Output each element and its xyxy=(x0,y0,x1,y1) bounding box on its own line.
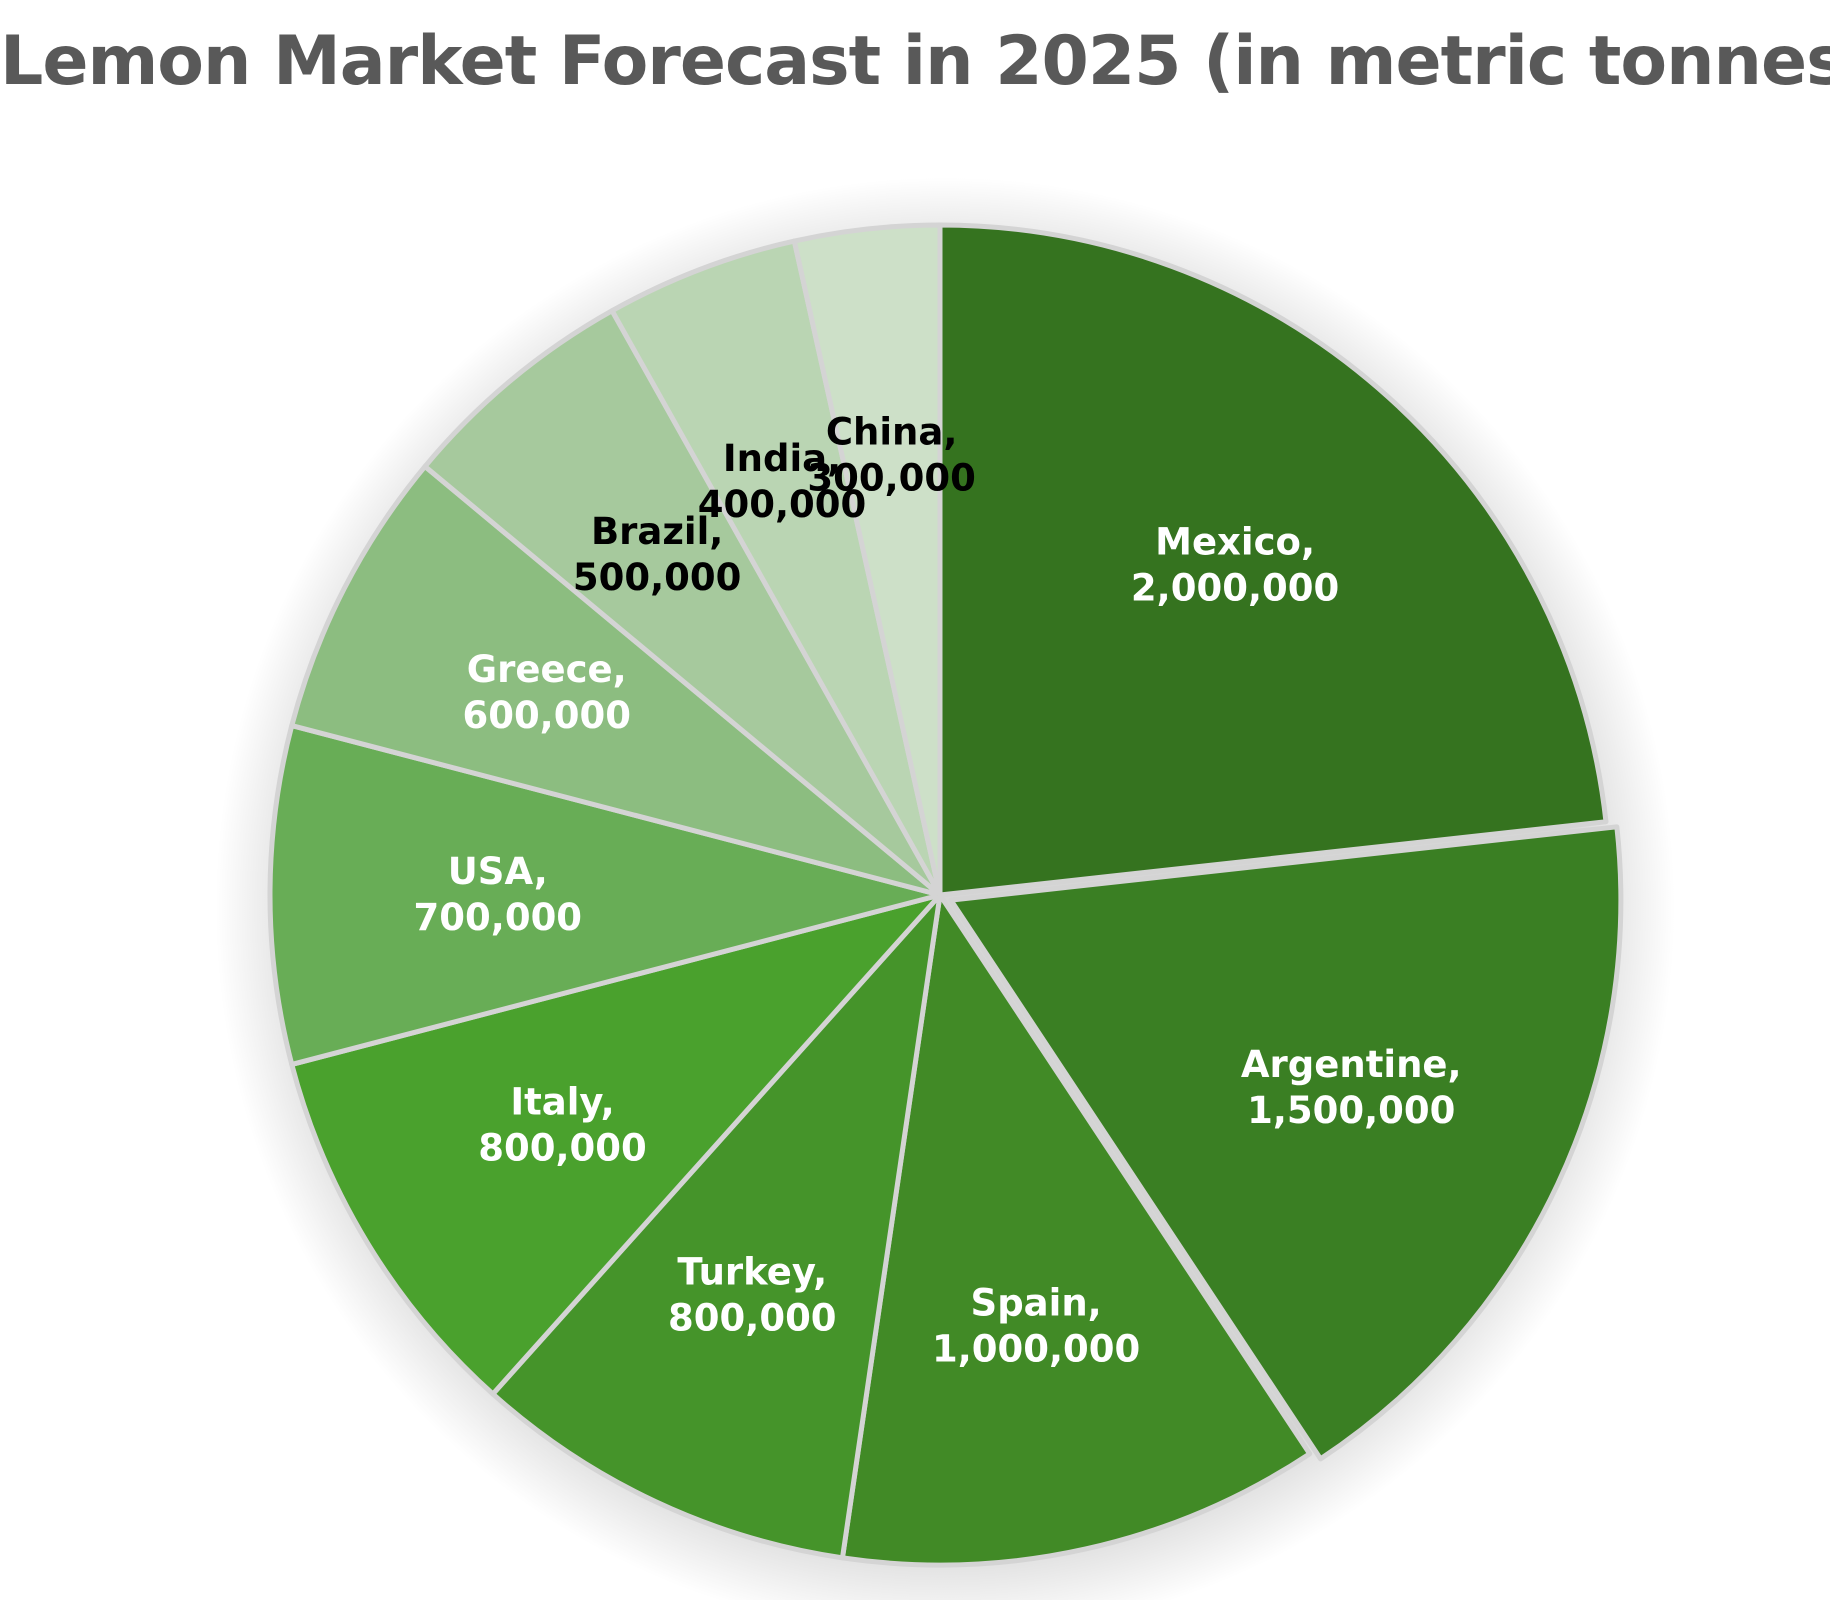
data-label-category: Turkey, xyxy=(677,1250,827,1293)
data-label-value: 400,000 xyxy=(698,483,867,526)
data-label-value: 700,000 xyxy=(414,896,583,939)
data-label-value: 600,000 xyxy=(462,694,631,737)
pie-slice-brazil xyxy=(422,308,943,898)
data-label-category: Italy, xyxy=(510,1080,614,1123)
pie-slice-usa xyxy=(267,723,943,1067)
data-label-category: China, xyxy=(826,410,958,453)
data-label-value: 300,000 xyxy=(807,456,976,499)
data-label-value: 1,000,000 xyxy=(932,1328,1140,1371)
data-label-turkey: Turkey, 800,000 xyxy=(668,1250,837,1339)
data-label-brazil: Brazil, 500,000 xyxy=(573,510,742,599)
data-label-value: 500,000 xyxy=(573,556,742,599)
pie-slice-greece xyxy=(289,463,943,898)
pie-slice-turkey xyxy=(490,892,943,1561)
data-label-value: 800,000 xyxy=(478,1126,647,1169)
data-label-argentine: Argentine, 1,500,000 xyxy=(1241,1043,1462,1132)
data-label-category: Mexico, xyxy=(1155,521,1315,564)
data-label-value: 1,500,000 xyxy=(1247,1089,1455,1132)
data-label-value: 800,000 xyxy=(668,1296,837,1339)
pie-slice-mexico xyxy=(937,222,1609,898)
data-label-category: India, xyxy=(723,437,841,480)
data-label-category: Spain, xyxy=(971,1282,1102,1325)
data-label-category: Greece, xyxy=(467,648,627,691)
chart-title: Lemon Market Forecast in 2025 (in metric… xyxy=(0,22,1830,101)
data-label-mexico: Mexico, 2,000,000 xyxy=(1131,521,1339,610)
pie-labels: Mexico, 2,000,000 Argentine, 1,500,000 Spain… xyxy=(414,410,1462,1370)
data-label-usa: USA, 700,000 xyxy=(414,850,583,939)
pie-slice-india xyxy=(609,238,943,898)
pie-slice-spain xyxy=(839,892,1313,1568)
data-label-spain: Spain, 1,000,000 xyxy=(932,1282,1140,1371)
data-label-category: Argentine, xyxy=(1241,1043,1462,1086)
data-label-category: Brazil, xyxy=(591,510,723,553)
data-label-category: USA, xyxy=(448,850,548,893)
data-label-greece: Greece, 600,000 xyxy=(462,648,631,737)
data-label-value: 2,000,000 xyxy=(1131,567,1339,610)
pie-slices xyxy=(267,222,1624,1568)
data-label-china: China, 300,000 xyxy=(807,410,976,499)
data-label-italy: Italy, 800,000 xyxy=(478,1080,647,1169)
pie-slice-china xyxy=(791,222,943,898)
data-label-india: India, 400,000 xyxy=(698,437,867,526)
pie-slice-italy xyxy=(289,892,943,1397)
pie-slice-argentine xyxy=(948,824,1624,1462)
